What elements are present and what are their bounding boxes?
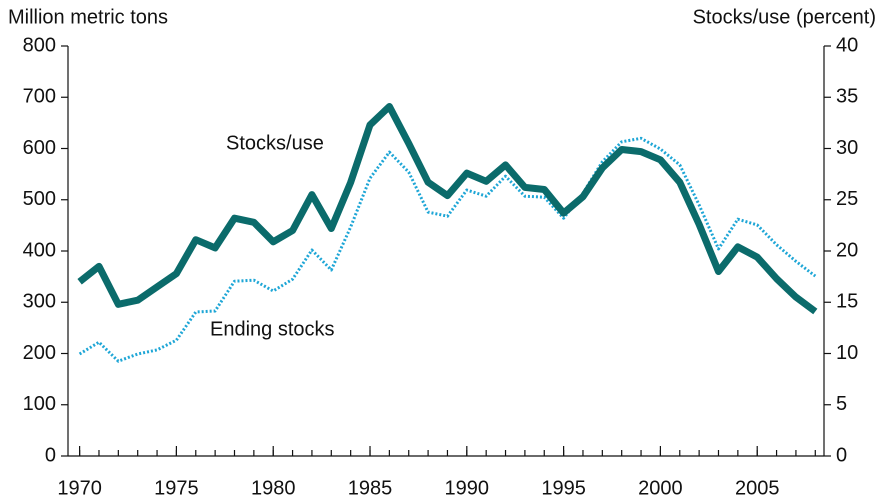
y-axis-label: Million metric tons — [8, 6, 168, 28]
x-tick-label: 1995 — [541, 477, 586, 499]
y-tick-label: 300 — [23, 291, 56, 313]
x-tick-label: 1985 — [348, 477, 393, 499]
x-tick-label: 1980 — [251, 477, 296, 499]
series-label: Ending stocks — [210, 318, 335, 340]
y-tick-label: 700 — [23, 86, 56, 108]
x-tick-label: 2000 — [638, 477, 683, 499]
y-tick-label: 600 — [23, 137, 56, 159]
y2-tick-label: 35 — [836, 86, 858, 108]
x-tick-label: 1990 — [445, 477, 490, 499]
y2-tick-label: 15 — [836, 291, 858, 313]
y2-tick-label: 0 — [836, 444, 847, 466]
y-tick-label: 200 — [23, 342, 56, 364]
y-tick-label: 400 — [23, 239, 56, 261]
y-tick-label: 0 — [45, 444, 56, 466]
y2-tick-label: 20 — [836, 239, 858, 261]
y-tick-label: 500 — [23, 188, 56, 210]
y2-tick-label: 5 — [836, 393, 847, 415]
x-tick-label: 2005 — [735, 477, 780, 499]
y-tick-label: 100 — [23, 393, 56, 415]
x-tick-label: 1970 — [57, 477, 102, 499]
series-label: Stocks/use — [226, 132, 324, 154]
y2-tick-label: 10 — [836, 342, 858, 364]
x-tick-label: 1975 — [154, 477, 199, 499]
y2-tick-label: 30 — [836, 137, 858, 159]
y2-axis-label: Stocks/use (percent) — [693, 6, 876, 28]
series-line — [78, 136, 817, 363]
y2-tick-label: 40 — [836, 34, 858, 56]
y2-tick-label: 25 — [836, 188, 858, 210]
y-tick-label: 800 — [23, 34, 56, 56]
series-line — [77, 103, 818, 315]
